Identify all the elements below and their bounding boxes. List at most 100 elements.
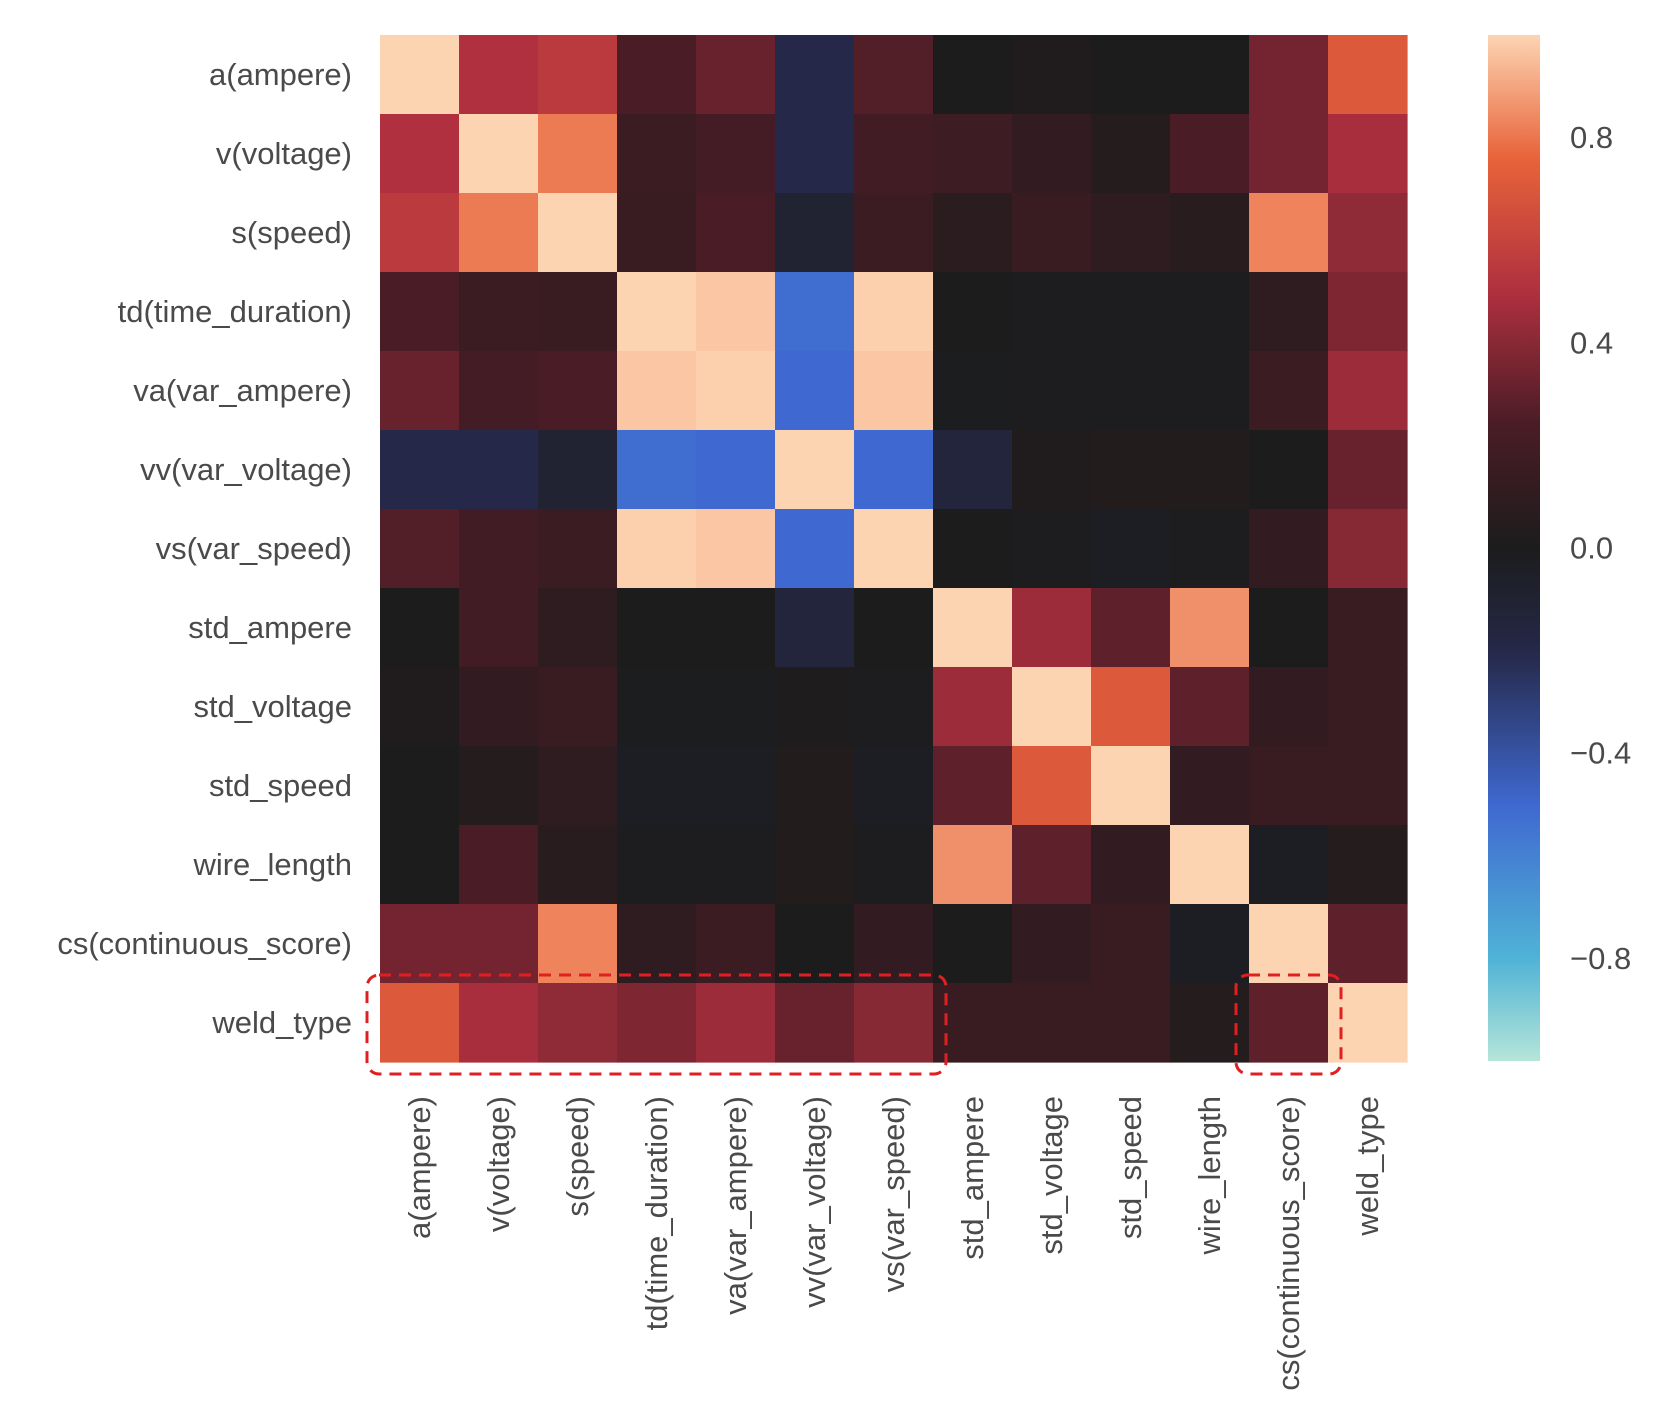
heatmap-cell bbox=[1328, 114, 1408, 194]
heatmap-cell bbox=[1328, 509, 1408, 589]
heatmap-cells bbox=[380, 35, 1408, 1063]
heatmap-cell bbox=[696, 430, 776, 510]
colorbar: 0.8 0.4 0.0 −0.4 −0.8 bbox=[1488, 35, 1631, 1061]
heatmap-cell bbox=[933, 904, 1013, 984]
heatmap-cell bbox=[380, 35, 460, 115]
heatmap-cell bbox=[1170, 983, 1250, 1063]
heatmap-cell bbox=[617, 983, 697, 1063]
heatmap-cell bbox=[775, 588, 855, 668]
heatmap-cell bbox=[459, 272, 539, 352]
heatmap-cell bbox=[459, 114, 539, 194]
row-label: std_voltage bbox=[193, 689, 352, 724]
heatmap-cell bbox=[538, 193, 618, 273]
heatmap-cell bbox=[538, 904, 618, 984]
heatmap-cell bbox=[1091, 983, 1171, 1063]
heatmap-cell bbox=[1091, 430, 1171, 510]
heatmap-cell bbox=[459, 825, 539, 905]
heatmap-cell bbox=[1328, 272, 1408, 352]
heatmap-cell bbox=[617, 825, 697, 905]
heatmap-cell bbox=[617, 746, 697, 826]
row-label: va(var_ampere) bbox=[133, 373, 352, 408]
heatmap-cell bbox=[1249, 351, 1329, 431]
heatmap-cell bbox=[775, 667, 855, 747]
heatmap-cell bbox=[1012, 904, 1092, 984]
heatmap-cell bbox=[854, 746, 934, 826]
heatmap-cell bbox=[696, 351, 776, 431]
heatmap-cell bbox=[1012, 35, 1092, 115]
column-label: weld_type bbox=[1350, 1096, 1385, 1237]
heatmap-cell bbox=[854, 509, 934, 589]
heatmap-cell bbox=[1091, 746, 1171, 826]
heatmap-cell bbox=[538, 588, 618, 668]
heatmap-cell bbox=[1012, 588, 1092, 668]
heatmap-cell bbox=[1170, 114, 1250, 194]
row-label: std_speed bbox=[209, 768, 352, 803]
heatmap-cell bbox=[854, 35, 934, 115]
heatmap-cell bbox=[538, 825, 618, 905]
colorbar-gradient bbox=[1488, 35, 1540, 1061]
column-labels: a(ampere) v(voltage) s(speed) td(time_durat… bbox=[402, 1096, 1385, 1391]
heatmap-cell bbox=[854, 588, 934, 668]
colorbar-tick-label: −0.8 bbox=[1570, 941, 1631, 976]
heatmap-cell bbox=[617, 193, 697, 273]
heatmap-cell bbox=[1091, 193, 1171, 273]
heatmap-cell bbox=[854, 193, 934, 273]
heatmap-cell bbox=[380, 193, 460, 273]
heatmap-cell bbox=[933, 825, 1013, 905]
heatmap-cell bbox=[1012, 509, 1092, 589]
highlight-dashed-box bbox=[365, 973, 948, 1076]
heatmap-cell bbox=[775, 746, 855, 826]
colorbar-tick-label: 0.0 bbox=[1570, 531, 1613, 566]
heatmap-cell bbox=[696, 667, 776, 747]
heatmap-cell bbox=[1170, 825, 1250, 905]
heatmap-cell bbox=[933, 114, 1013, 194]
heatmap-cell bbox=[933, 351, 1013, 431]
heatmap-cell bbox=[538, 272, 618, 352]
heatmap-cell bbox=[1249, 193, 1329, 273]
heatmap-cell bbox=[775, 904, 855, 984]
heatmap-cell bbox=[617, 35, 697, 115]
heatmap-cell bbox=[617, 509, 697, 589]
heatmap-cell bbox=[1170, 588, 1250, 668]
heatmap-cell bbox=[538, 114, 618, 194]
heatmap-cell bbox=[1170, 904, 1250, 984]
heatmap-cell bbox=[538, 430, 618, 510]
heatmap-cell bbox=[380, 825, 460, 905]
heatmap-cell bbox=[1091, 588, 1171, 668]
heatmap-cell bbox=[696, 35, 776, 115]
heatmap-cell bbox=[1091, 904, 1171, 984]
heatmap-cell bbox=[1012, 746, 1092, 826]
heatmap-cell bbox=[459, 746, 539, 826]
heatmap-cell bbox=[459, 667, 539, 747]
heatmap-cell bbox=[1170, 667, 1250, 747]
row-label: cs(continuous_score) bbox=[57, 926, 352, 961]
heatmap-cell bbox=[380, 983, 460, 1063]
heatmap-cell bbox=[1328, 667, 1408, 747]
heatmap-cell bbox=[538, 35, 618, 115]
row-label: v(voltage) bbox=[216, 136, 352, 171]
heatmap-cell bbox=[380, 272, 460, 352]
heatmap-cell bbox=[1249, 114, 1329, 194]
heatmap-cell bbox=[1328, 904, 1408, 984]
heatmap-cell bbox=[1012, 272, 1092, 352]
column-label: a(ampere) bbox=[402, 1096, 437, 1239]
row-label: td(time_duration) bbox=[118, 294, 352, 329]
heatmap-cell bbox=[1249, 904, 1329, 984]
heatmap-cell bbox=[1012, 193, 1092, 273]
heatmap-cell bbox=[696, 114, 776, 194]
heatmap-cell bbox=[854, 667, 934, 747]
heatmap-cell bbox=[1328, 351, 1408, 431]
row-label: s(speed) bbox=[231, 215, 352, 250]
column-label: vs(var_speed) bbox=[876, 1096, 911, 1292]
heatmap-cell bbox=[538, 983, 618, 1063]
heatmap-cell bbox=[459, 509, 539, 589]
heatmap-cell bbox=[380, 667, 460, 747]
heatmap-cell bbox=[933, 588, 1013, 668]
row-label: vs(var_speed) bbox=[156, 531, 352, 566]
row-label: weld_type bbox=[211, 1005, 352, 1040]
heatmap-cell bbox=[1091, 667, 1171, 747]
heatmap-cell bbox=[1012, 114, 1092, 194]
heatmap-cell bbox=[459, 35, 539, 115]
heatmap-cell bbox=[696, 825, 776, 905]
